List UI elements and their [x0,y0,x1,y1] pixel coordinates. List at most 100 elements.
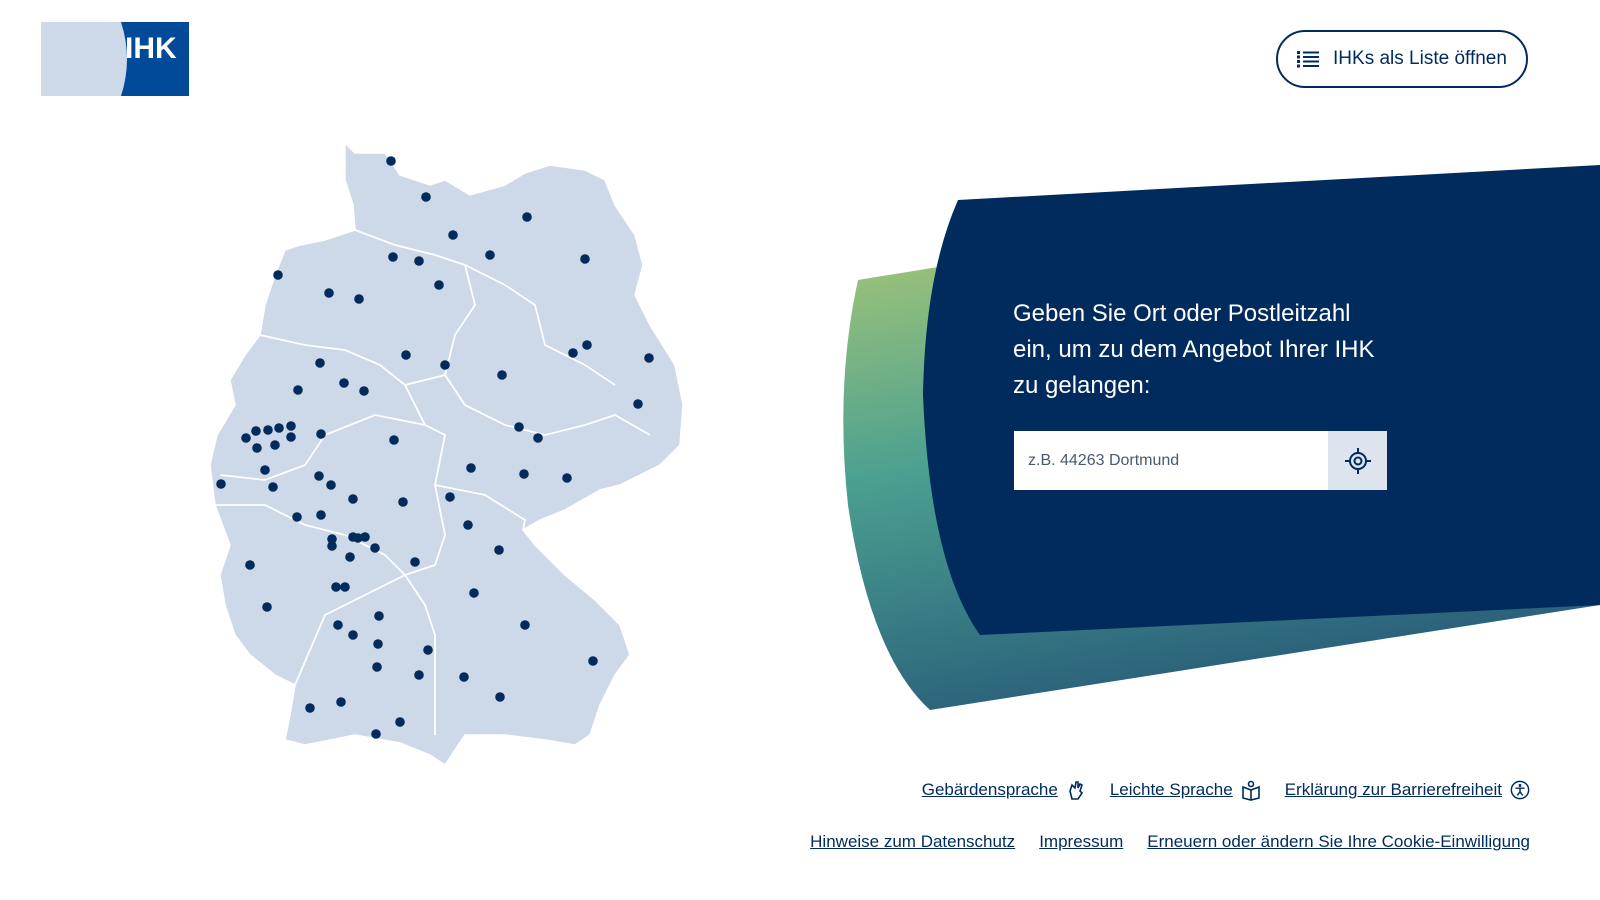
ihk-location-marker[interactable] [414,670,424,680]
ihk-location-marker[interactable] [327,541,337,551]
imprint-link[interactable]: Impressum [1039,832,1123,852]
ihk-location-marker[interactable] [260,465,270,475]
germany-outline [209,141,684,767]
ihk-location-marker[interactable] [327,534,337,544]
ihk-location-marker[interactable] [373,639,383,649]
ihk-location-marker[interactable] [440,360,450,370]
ihk-location-marker[interactable] [326,480,336,490]
ihk-location-marker[interactable] [348,494,358,504]
privacy-link[interactable]: Hinweise zum Datenschutz [810,832,1015,852]
ihk-location-marker[interactable] [316,510,326,520]
ihk-location-marker[interactable] [374,611,384,621]
ihk-location-marker[interactable] [340,582,350,592]
ihk-location-marker[interactable] [324,288,334,298]
ihk-location-marker[interactable] [345,552,355,562]
accessibility-icon [1510,780,1530,800]
ihk-location-marker[interactable] [445,492,455,502]
ihk-location-marker[interactable] [494,545,504,555]
ihk-location-marker[interactable] [582,340,592,350]
ihk-location-marker[interactable] [448,230,458,240]
ihk-location-marker[interactable] [315,358,325,368]
location-search-box [1014,431,1387,490]
ihk-location-marker[interactable] [497,370,507,380]
legal-links: Hinweise zum Datenschutz Impressum Erneu… [810,832,1530,852]
ihk-location-marker[interactable] [273,270,283,280]
accessibility-statement-label: Erklärung zur Barrierefreiheit [1284,780,1502,799]
ihk-location-marker[interactable] [562,473,572,483]
ihk-location-marker[interactable] [316,429,326,439]
ihk-location-marker[interactable] [331,582,341,592]
ihk-location-marker[interactable] [348,630,358,640]
ihk-location-marker[interactable] [633,399,643,409]
ihk-location-marker[interactable] [372,662,382,672]
ihk-location-marker[interactable] [588,656,598,666]
ihk-location-marker[interactable] [333,620,343,630]
ihk-location-marker[interactable] [469,588,479,598]
ihk-location-marker[interactable] [216,479,226,489]
ihk-location-marker[interactable] [263,425,273,435]
ihk-location-marker[interactable] [395,717,405,727]
ihk-location-marker[interactable] [359,386,369,396]
open-list-button[interactable]: IHKs als Liste öffnen [1276,30,1528,88]
ihk-location-marker[interactable] [305,703,315,713]
ihk-location-marker[interactable] [421,192,431,202]
ihk-location-marker[interactable] [495,692,505,702]
ihk-location-marker[interactable] [293,385,303,395]
locate-me-button[interactable] [1328,431,1387,490]
ihk-location-marker[interactable] [514,422,524,432]
ihk-location-marker[interactable] [568,348,578,358]
easy-language-link[interactable]: Leichte Sprache [1110,779,1261,801]
ihk-location-marker[interactable] [252,443,262,453]
ihk-location-marker[interactable] [410,557,420,567]
open-list-label: IHKs als Liste öffnen [1333,48,1507,69]
ihk-location-marker[interactable] [485,250,495,260]
ihk-location-marker[interactable] [354,294,364,304]
ihk-location-markers[interactable] [216,156,654,739]
ihk-location-marker[interactable] [401,350,411,360]
ihk-location-marker[interactable] [580,254,590,264]
ihk-location-marker[interactable] [519,469,529,479]
ihk-location-marker[interactable] [414,256,424,266]
ihk-location-marker[interactable] [339,378,349,388]
ihk-location-marker[interactable] [398,497,408,507]
ihk-location-marker[interactable] [286,421,296,431]
ihk-location-marker[interactable] [274,423,284,433]
ihk-location-marker[interactable] [371,729,381,739]
ihk-location-marker[interactable] [466,463,476,473]
ihk-location-marker[interactable] [370,543,380,553]
ihk-location-marker[interactable] [522,212,532,222]
imprint-label: Impressum [1039,832,1124,851]
ihk-location-marker[interactable] [520,620,530,630]
ihk-location-marker[interactable] [423,645,433,655]
ihk-location-marker[interactable] [386,156,396,166]
ihk-location-marker[interactable] [270,440,280,450]
ihk-location-marker[interactable] [314,471,324,481]
accessibility-statement-link[interactable]: Erklärung zur Barrierefreiheit [1285,779,1530,801]
ihk-location-marker[interactable] [388,252,398,262]
logo-text: IHK [125,32,177,65]
ihk-location-marker[interactable] [262,602,272,612]
germany-map[interactable] [205,135,690,775]
ihk-location-marker[interactable] [292,512,302,522]
ihk-location-marker[interactable] [245,560,255,570]
ihk-location-marker[interactable] [251,426,261,436]
list-icon [1297,51,1320,68]
ihk-location-marker[interactable] [286,432,296,442]
sign-language-link[interactable]: Gebärdensprache [922,779,1086,801]
cookie-consent-link[interactable]: Erneuern oder ändern Sie Ihre Cookie-Ein… [1147,832,1530,852]
ihk-location-marker[interactable] [336,697,346,707]
ihk-location-marker[interactable] [360,532,370,542]
location-search-input[interactable] [1014,431,1328,490]
ihk-location-marker[interactable] [459,672,469,682]
easy-language-icon [1241,780,1260,801]
ihk-location-marker[interactable] [434,280,444,290]
ihk-location-marker[interactable] [644,353,654,363]
ihk-logo-graphic: IHK [41,22,189,96]
ihk-location-marker[interactable] [268,482,278,492]
ihk-location-marker[interactable] [353,533,363,543]
ihk-location-marker[interactable] [463,520,473,530]
ihk-location-marker[interactable] [241,433,251,443]
ihk-location-marker[interactable] [533,433,543,443]
ihk-logo[interactable]: IHK [41,22,189,96]
ihk-location-marker[interactable] [389,435,399,445]
